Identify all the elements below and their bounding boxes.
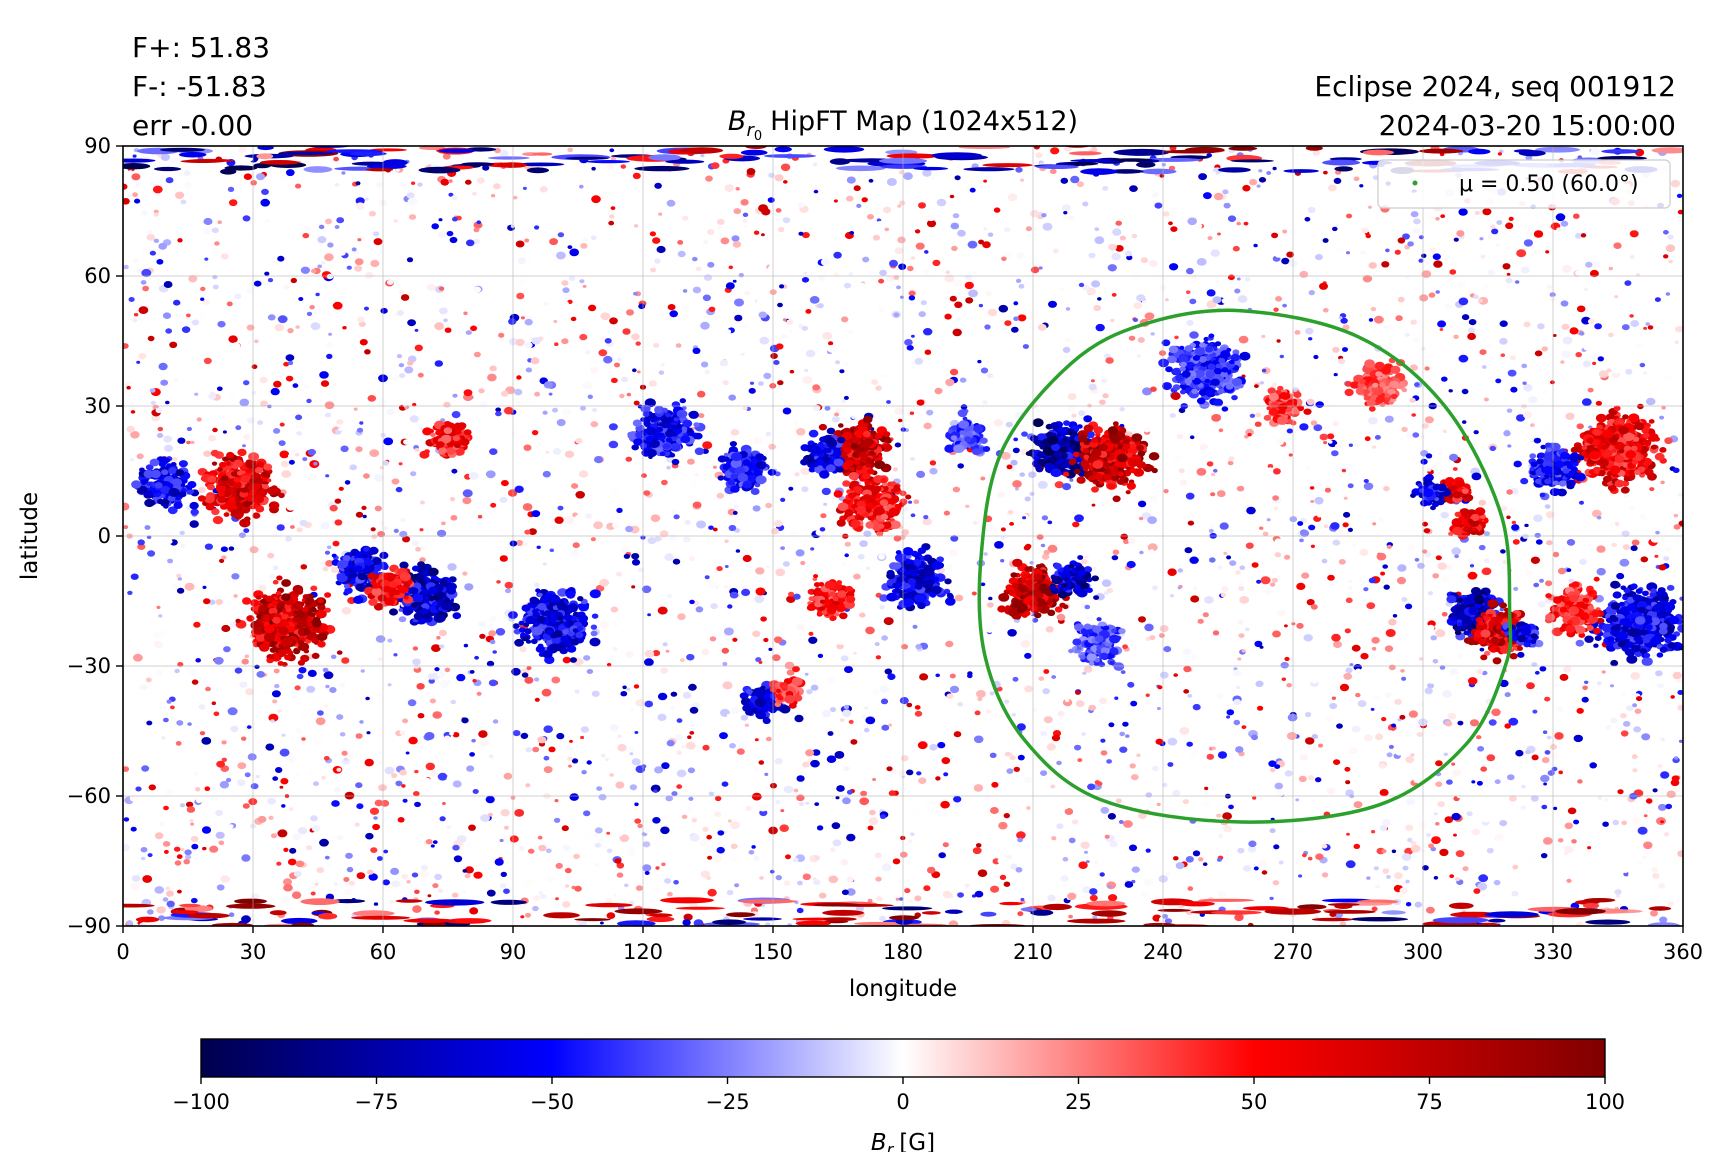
flux-negative-text: F-: -51.83 — [132, 70, 267, 103]
chart-title-symbol: B — [728, 106, 747, 137]
x-tick-label: 360 — [1663, 940, 1703, 964]
legend-box — [1377, 159, 1671, 209]
x-tick-label: 0 — [116, 940, 129, 964]
grid-lines — [123, 146, 1683, 926]
colorbar-label-symbol: B — [871, 1130, 887, 1152]
sequence-text: Eclipse 2024, seq 001912 — [1314, 70, 1676, 103]
colorbar-tick-label: −50 — [530, 1090, 574, 1114]
mu-contour-line — [977, 308, 1513, 824]
x-tick-label: 210 — [1013, 940, 1053, 964]
chart-title-subscript: r — [746, 120, 755, 141]
chart-title: Br0 HipFT Map (1024x512) — [728, 106, 1078, 144]
x-tick-label: 180 — [883, 940, 923, 964]
x-axis-ticks: 0 30 60 90 120 150 180 210 240 270 300 330 360 — [116, 926, 1703, 964]
x-tick-label: 150 — [753, 940, 793, 964]
x-tick-label: 270 — [1273, 940, 1313, 964]
x-tick-label: 120 — [623, 940, 663, 964]
colorbar-label-unit: [G] — [899, 1130, 935, 1152]
x-tick-label: 330 — [1533, 940, 1573, 964]
colorbar-tick-label: −25 — [705, 1090, 749, 1114]
colorbar-tick-label: 75 — [1416, 1090, 1443, 1114]
colorbar-label-subscript: r — [887, 1140, 895, 1152]
x-tick-label: 300 — [1403, 940, 1443, 964]
y-tick-label: −30 — [67, 654, 111, 678]
y-tick-label: 60 — [84, 264, 111, 288]
x-tick-label: 30 — [240, 940, 267, 964]
colorbar-tick-label: 0 — [896, 1090, 909, 1114]
colorbar-ticks: −100 −75 −50 −25 0 25 50 75 100 — [172, 1077, 1625, 1114]
colorbar-tick-label: 50 — [1241, 1090, 1268, 1114]
y-axis-ticks: 90 60 30 0 −30 −60 −90 — [67, 134, 123, 938]
x-tick-label: 240 — [1143, 940, 1183, 964]
y-tick-label: 0 — [98, 524, 111, 548]
colorbar-tick-label: 100 — [1585, 1090, 1625, 1114]
x-tick-label: 60 — [370, 940, 397, 964]
colorbar-tick-label: −75 — [354, 1090, 398, 1114]
y-tick-label: −60 — [67, 784, 111, 808]
legend-label: μ = 0.50 (60.0°) — [1459, 172, 1639, 197]
flux-error-text: err -0.00 — [132, 109, 254, 142]
magnetogram-heatmap — [123, 146, 1683, 926]
colorbar-label: Br [G] — [871, 1130, 935, 1152]
y-tick-label: 90 — [84, 134, 111, 158]
x-tick-label: 90 — [500, 940, 527, 964]
mu-contour — [977, 308, 1513, 824]
legend-marker-icon — [1412, 180, 1418, 186]
y-axis-label: latitude — [17, 492, 43, 580]
chart-title-subsubscript: 0 — [754, 129, 762, 144]
legend: μ = 0.50 (60.0°) — [1377, 159, 1671, 209]
colorbar — [200, 1038, 1606, 1078]
colorbar-tick-label: 25 — [1065, 1090, 1092, 1114]
y-tick-label: −90 — [67, 914, 111, 938]
x-axis-label: longitude — [849, 976, 957, 1002]
chart-title-text: HipFT Map (1024x512) — [770, 106, 1078, 137]
colorbar-tick-label: −100 — [172, 1090, 230, 1114]
flux-positive-text: F+: 51.83 — [132, 31, 271, 64]
y-tick-label: 30 — [84, 394, 111, 418]
datetime-text: 2024-03-20 15:00:00 — [1378, 109, 1676, 142]
